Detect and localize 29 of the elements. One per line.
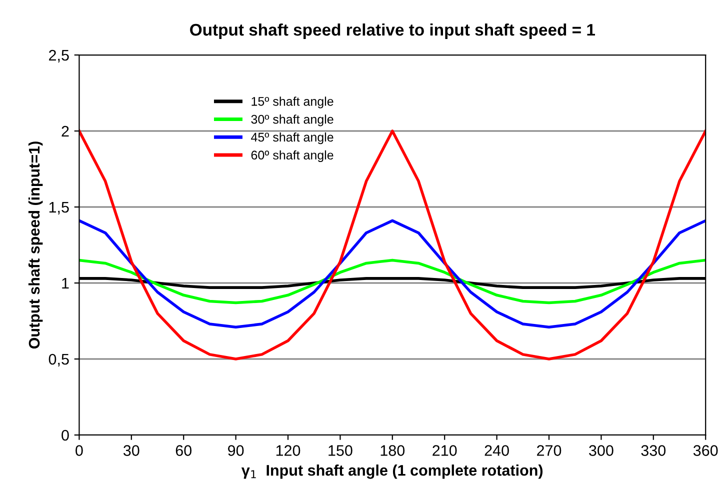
line-series bbox=[79, 258, 706, 304]
chart-title: Output shaft speed relative to input shaft speed = 1 bbox=[190, 23, 595, 40]
x-tick-label: 180 bbox=[380, 445, 405, 456]
y-tick-label: 2,5 bbox=[49, 50, 69, 62]
x-tick-label: 30 bbox=[123, 445, 140, 456]
legend-label: 45º shaft angle bbox=[251, 132, 334, 144]
x-tick-label: 300 bbox=[589, 445, 614, 456]
x-tick-label: 330 bbox=[641, 445, 666, 456]
x-tick-label: 360 bbox=[693, 445, 718, 456]
line-series bbox=[79, 130, 706, 360]
y-tick-label: 0,5 bbox=[48, 354, 69, 366]
x-tick-label: 210 bbox=[432, 445, 457, 456]
y-tick-label: 0 bbox=[62, 430, 69, 441]
line-series bbox=[79, 219, 706, 328]
x-tick-label: 120 bbox=[276, 445, 300, 456]
y-tick-label: 2 bbox=[62, 126, 69, 137]
x-tick-label: 0 bbox=[76, 445, 83, 456]
x-tick-label: 240 bbox=[484, 445, 509, 456]
legend-label: 30º shaft angle bbox=[251, 114, 334, 126]
y-tick-label: 1,5 bbox=[49, 202, 69, 214]
x-axis-title: γ$_{1}$ Input shaft angle (1 complete rotation) bbox=[241, 464, 543, 479]
y-axis-title: Output shaft speed (input=1) bbox=[28, 142, 43, 349]
x-tick-label: 90 bbox=[228, 445, 244, 456]
y-tick-label: 1 bbox=[62, 278, 69, 289]
x-tick-label: 150 bbox=[328, 445, 352, 456]
x-tick-label: 60 bbox=[176, 445, 192, 456]
x-tick-label: 270 bbox=[537, 445, 562, 456]
legend-label: 60º shaft angle bbox=[251, 150, 334, 162]
legend-label: 15º shaft angle bbox=[252, 96, 334, 108]
